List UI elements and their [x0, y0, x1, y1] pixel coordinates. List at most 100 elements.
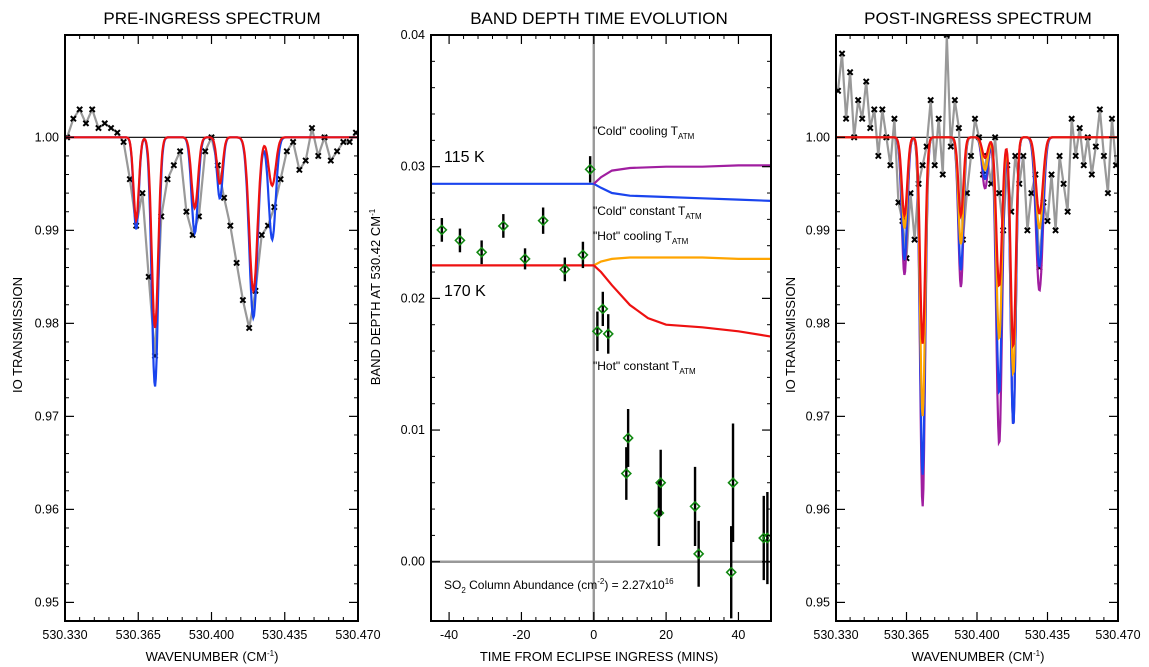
band-depth-point: [693, 548, 705, 560]
label-hot-constant: "Hot" constant TATM: [593, 359, 696, 376]
post-ingress-data-point: [991, 134, 999, 141]
pre-ingress-xtick-label: 530.365: [116, 628, 161, 642]
post-ingress-data-point: [866, 124, 874, 132]
post-ingress-data-point: [1096, 106, 1104, 113]
post-ingress-frame: [835, 34, 1119, 622]
pre-ingress-ytick-label: 0.99: [35, 223, 59, 237]
pre-ingress-data-point: [233, 259, 240, 267]
band-depth-point: [597, 303, 609, 315]
band-depth-point: [689, 500, 701, 513]
pre-ingress-data-point: [333, 147, 341, 155]
pre-ingress-data-point: [283, 147, 291, 155]
post-ingress-ytick-label: 0.95: [806, 595, 830, 609]
xlabel-post-ingress: WAVENUMBER (CM-1): [912, 649, 1045, 664]
post-ingress-ytick-label: 0.99: [806, 223, 830, 237]
post-ingress-ytick-label: 0.98: [806, 316, 830, 330]
xlabel-band-depth: TIME FROM ECLIPSE INGRESS (MINS): [480, 649, 718, 664]
post-ingress-model-blue: [836, 136, 1118, 475]
post-ingress-data-point: [1076, 124, 1084, 132]
pre-ingress-data-point: [170, 161, 178, 169]
pre-ingress-data-point: [239, 296, 247, 304]
band-depth-curve-purple: [593, 164, 771, 185]
pre-ingress-data-point: [139, 189, 146, 197]
ylabel-pre-ingress: IO TRANSMISSION: [10, 277, 25, 393]
pre-ingress-data-point: [107, 124, 115, 132]
band-depth-point: [602, 328, 614, 340]
post-ingress-data-point: [1080, 161, 1088, 169]
band-depth-point: [620, 467, 632, 480]
post-ingress-data-point: [838, 50, 846, 57]
pre-ingress-data-point: [296, 166, 303, 174]
post-ingress-xtick-label: 530.330: [813, 628, 858, 642]
band-depth-curve-blue: [431, 182, 771, 202]
post-ingress-data-point: [862, 78, 870, 85]
band-depth-xtick-label: 0: [590, 628, 597, 642]
pre-ingress-data-point: [164, 175, 171, 183]
post-ingress-data-point: [947, 143, 955, 150]
pre-ingress-marks: [65, 106, 358, 387]
post-ingress-xtick-label: 530.470: [1095, 628, 1140, 642]
band-depth-ytick-label: 0.04: [401, 28, 425, 42]
band-depth-point: [537, 215, 549, 227]
post-ingress-data-point: [1064, 208, 1071, 216]
pre-ingress-data-point: [70, 115, 77, 123]
post-ingress-data-point: [846, 68, 854, 76]
ylabel-band-depth: BAND DEPTH AT 530.42 CM-1: [368, 208, 383, 385]
label-hot-cooling: "Hot" cooling TATM: [593, 229, 689, 246]
plot-post-ingress: 530.330 530.365 530.400 530.435 530.470 0.95 0…: [806, 34, 1141, 642]
band-depth-point: [436, 224, 448, 236]
band-depth-point: [519, 253, 531, 265]
ylabel-post-ingress: IO TRANSMISSION: [783, 277, 798, 393]
band-depth-point: [559, 263, 571, 276]
pre-ingress-data-point: [88, 106, 96, 113]
band-depth-point: [584, 163, 596, 175]
post-ingress-data-point: [879, 106, 886, 113]
pre-ingress-ytick-label: 0.97: [35, 409, 59, 423]
pre-ingress-data-point: [302, 157, 309, 164]
pre-ingress-data-point: [308, 124, 316, 132]
post-ingress-model-purple: [836, 136, 1118, 507]
post-ingress-data-point: [1011, 152, 1019, 160]
pre-ingress-ytick-label: 1.00: [35, 130, 59, 144]
pre-ingress-data-line: [66, 106, 357, 356]
plot-pre-ingress: 530.330 530.365 530.400 530.435 530.470 0.95 0…: [35, 34, 381, 642]
pre-ingress-ytick-label: 0.98: [35, 316, 59, 330]
pre-ingress-data-point: [314, 152, 322, 160]
pre-ingress-data-point: [340, 138, 347, 146]
post-ingress-data-point: [1104, 189, 1112, 197]
post-ingress-data-point: [1088, 171, 1096, 178]
pre-ingress-xtick-label: 530.330: [42, 628, 87, 642]
post-ingress-data-point: [927, 96, 934, 104]
post-ingress-data-point: [1060, 180, 1067, 188]
post-ingress-xtick-label: 530.435: [1025, 628, 1070, 642]
pre-ingress-data-point: [95, 124, 102, 132]
pre-ingress-data-point: [277, 175, 284, 183]
post-ingress-data-point: [955, 124, 963, 132]
post-ingress-data-point: [1028, 189, 1035, 197]
band-depth-xtick-label: -40: [440, 628, 458, 642]
label-cold-cooling: "Cold" cooling TATM: [593, 124, 695, 141]
label-115k: 115 K: [444, 149, 485, 166]
pre-ingress-data-point: [245, 324, 253, 332]
pre-ingress-data-point: [176, 147, 184, 155]
band-depth-point: [454, 234, 466, 247]
post-ingress-data-point: [854, 96, 862, 104]
title-band-depth: BAND DEPTH TIME EVOLUTION: [470, 9, 728, 28]
band-depth-ytick-label: 0.02: [401, 291, 425, 305]
band-depth-xtick-label: 40: [731, 628, 745, 642]
label-so2-abundance: SO2 Column Abundance (cm-2) = 2.27x1016: [444, 577, 674, 595]
post-ingress-data-point: [935, 115, 943, 123]
post-ingress-data-point: [874, 152, 882, 160]
post-ingress-data-point: [995, 189, 1003, 197]
pre-ingress-data-point: [183, 208, 190, 216]
pre-ingress-xtick-label: 530.435: [262, 628, 307, 642]
post-ingress-data-point: [967, 152, 975, 160]
pre-ingress-data-point: [120, 138, 127, 146]
pre-ingress-data-point: [101, 120, 109, 127]
pre-ingress-data-point: [258, 231, 266, 239]
post-ingress-data-point: [919, 161, 926, 169]
panel-band-depth: BAND DEPTH TIME EVOLUTION -40 -20 0 20 40 0.0…: [368, 9, 772, 664]
post-ingress-data-point: [1056, 152, 1063, 160]
pre-ingress-data-point: [201, 147, 209, 155]
title-post-ingress: POST-INGRESS SPECTRUM: [864, 9, 1092, 28]
